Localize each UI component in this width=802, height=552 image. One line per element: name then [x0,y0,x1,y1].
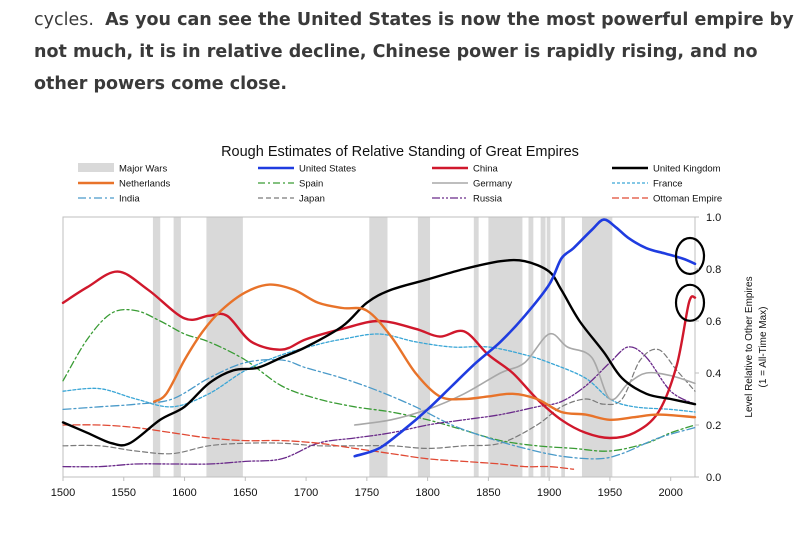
major-war-band [173,217,181,477]
y-axis-label-line2: (1 = All-Time Max) [758,306,769,387]
series-line-spain [62,308,696,452]
major-war-band [206,217,243,477]
series-line-germany [353,332,696,426]
major-war-band [528,217,534,477]
great-empires-chart: Rough Estimates of Relative Standing of … [51,144,769,499]
series-line-netherlands [153,283,697,422]
y-tick-label: 0.2 [706,420,721,432]
series-line-india [62,358,696,460]
series-line-united-states [353,218,697,458]
series-line-japan [62,348,696,455]
y-tick-label: 0.0 [706,472,721,484]
legend-label-netherlands: Netherlands [119,179,170,190]
legend-label-germany: Germany [473,179,512,190]
x-tick-label: 1650 [233,487,257,499]
major-war-band [417,217,431,477]
series-lines [61,218,697,470]
legend-label-russia: Russia [473,194,503,205]
major-war-band [546,217,551,477]
paragraph-lead: cycles. [34,10,94,30]
y-tick-label: 1.0 [706,212,721,224]
x-tick-label: 1700 [294,487,318,499]
series-line-united-kingdom [61,258,697,447]
x-tick-label: 1600 [172,487,196,499]
legend-label-united-states: United States [299,164,356,175]
legend-label-france: France [653,179,683,190]
chart-title: Rough Estimates of Relative Standing of … [221,144,579,160]
x-tick-label: 1550 [112,487,136,499]
legend-label-major-wars: Major Wars [119,164,167,175]
y-tick-label: 0.6 [706,316,721,328]
legend-label-japan: Japan [299,194,325,205]
annotation-circle-united-states-ending [674,236,706,276]
chart-legend: Major Wars United States China United Kingd… [78,163,722,205]
y-tick-label: 0.4 [706,368,721,380]
annotation-circles [674,236,706,322]
series-line-china [61,270,697,440]
x-tick-label: 1900 [537,487,561,499]
series-line-russia [62,346,696,468]
x-tick-label: 1800 [415,487,439,499]
major-war-band [540,217,546,477]
major-wars-bands [152,217,613,477]
plot-border [62,216,696,478]
y-axis-label-line1: Level Relative to Other Empires [744,276,755,417]
legend-label-ottoman-empire: Ottoman Empire [653,194,722,205]
series-line-ottoman-empire [62,424,575,470]
x-axis-ticks: 1500 1550 1600 1650 1700 1750 1800 1850 1900 1950… [51,477,683,499]
y-tick-label: 0.8 [706,264,721,276]
annotation-circle-china-ending [674,283,706,322]
major-war-band [152,217,161,477]
x-tick-label: 2000 [658,487,682,499]
y-axis-label: Level Relative to Other Empires (1 = All-… [744,276,769,417]
legend-label-india: India [119,194,140,205]
major-war-band [561,217,565,477]
legend-label-spain: Spain [299,179,323,190]
plot-frame [62,216,696,478]
x-tick-label: 1850 [476,487,500,499]
major-war-band [369,217,388,477]
intro-paragraph: cycles. As you can see the United States… [34,4,794,100]
x-tick-label: 1500 [51,487,75,499]
legend-label-china: China [473,164,499,175]
y-axis-ticks: 0.0 0.2 0.4 0.6 0.8 1.0 [695,212,721,484]
x-tick-label: 1950 [598,487,622,499]
paragraph-bold-text: As you can see the United States is now … [34,10,794,94]
x-tick-label: 1750 [355,487,379,499]
legend-swatch-major-wars [78,163,114,172]
legend-label-united-kingdom: United Kingdom [653,164,721,175]
